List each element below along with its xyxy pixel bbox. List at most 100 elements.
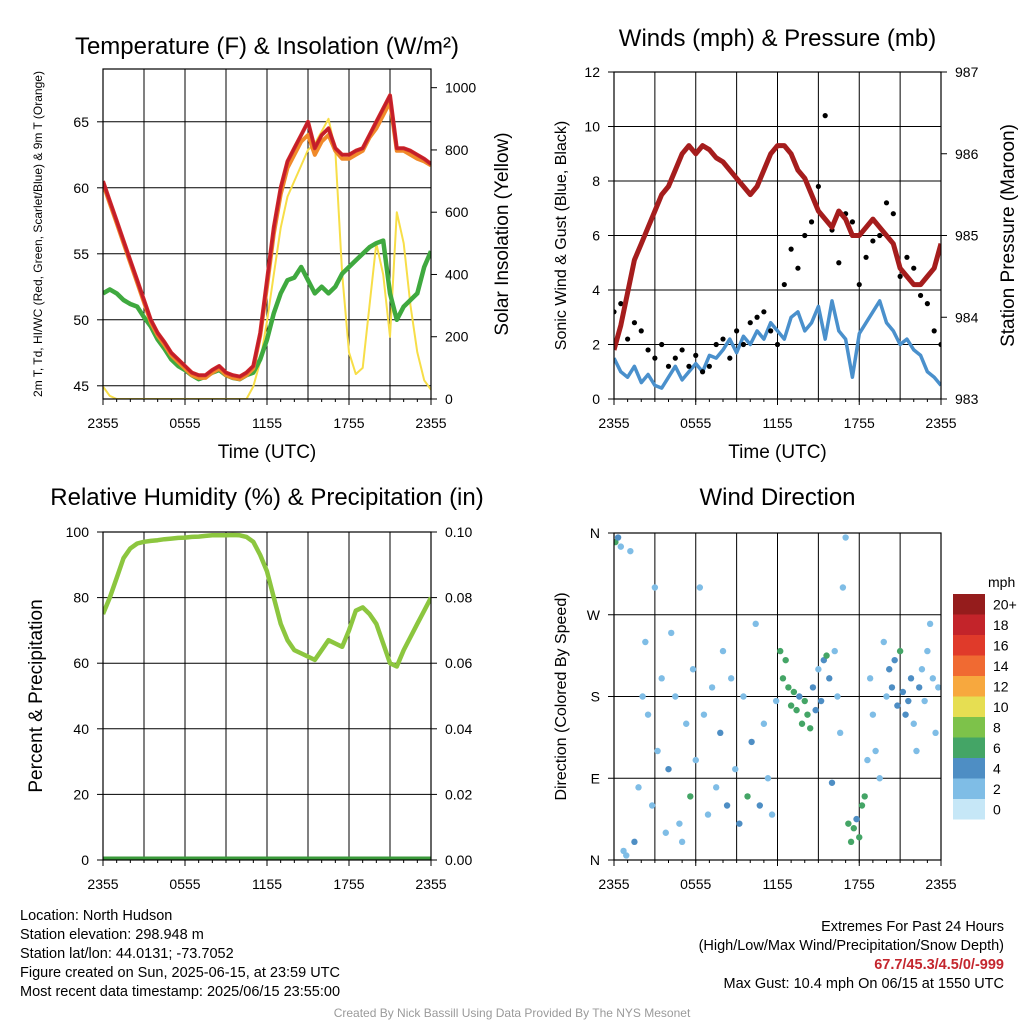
direction-point xyxy=(658,675,665,682)
station-latlon: Station lat/lon: 44.0131; -73.7052 xyxy=(20,946,234,962)
direction-point xyxy=(617,543,625,550)
legend-swatch xyxy=(953,655,985,676)
legend-label: 20+ xyxy=(993,596,1017,612)
direction-point xyxy=(787,702,795,709)
direction-point xyxy=(752,620,759,628)
direction-point xyxy=(793,706,800,714)
gust-point xyxy=(754,314,760,320)
x-tick-label: 1755 xyxy=(844,415,875,431)
direction-point xyxy=(866,675,874,682)
legend-label: 10 xyxy=(993,699,1009,715)
gust-point xyxy=(631,320,638,326)
x-tick-label: 2355 xyxy=(925,876,956,892)
direction-point xyxy=(668,629,675,637)
x-tick-label: 2355 xyxy=(87,415,118,431)
direction-point xyxy=(845,820,852,827)
chart-title: Relative Humidity (%) & Precipitation (i… xyxy=(50,484,483,511)
gust-point xyxy=(618,301,624,307)
gust-point xyxy=(614,309,617,315)
y2-tick-label: 983 xyxy=(955,391,979,407)
direction-point xyxy=(732,765,739,773)
gust-point xyxy=(638,328,644,334)
clipped-series-group xyxy=(614,534,941,859)
direction-point xyxy=(872,747,879,755)
legend-swatch xyxy=(953,799,985,820)
direction-point xyxy=(894,702,901,709)
direction-point xyxy=(662,829,669,836)
hi-wc-line xyxy=(103,94,431,378)
direction-point xyxy=(777,647,784,655)
extremes-title: Extremes For Past 24 Hours xyxy=(821,919,1004,935)
y-tick-label: E xyxy=(591,770,600,786)
plot-border xyxy=(102,531,432,861)
direction-point xyxy=(696,584,704,591)
y2-tick-label: 985 xyxy=(955,228,979,244)
extremes-subtitle: (High/Low/Max Wind/Precipitation/Snow De… xyxy=(698,938,1004,954)
direction-point xyxy=(926,620,934,628)
x-axis-label: Time (UTC) xyxy=(218,442,317,463)
gust-point xyxy=(822,113,828,119)
y2-tick-label: 0.08 xyxy=(445,590,472,606)
y-tick-label: S xyxy=(591,689,600,705)
gust-point xyxy=(734,328,740,334)
direction-point xyxy=(935,684,941,691)
gust-point xyxy=(904,254,910,260)
y-tick-label: 100 xyxy=(66,524,90,540)
chart-title: Wind Direction xyxy=(699,484,855,511)
direction-point xyxy=(929,675,937,682)
y-tick-label: 12 xyxy=(584,64,600,80)
recent-timestamp: Most recent data timestamp: 2025/06/15 2… xyxy=(20,984,341,1000)
y-tick-label: 0 xyxy=(81,852,89,868)
legend-label: 2 xyxy=(993,781,1001,797)
direction-point xyxy=(782,656,789,664)
y2-axis-label: Solar Insolation (Yellow) xyxy=(492,132,513,335)
chart-title: Temperature (F) & Insolation (W/m²) xyxy=(75,33,459,60)
x-tick-label: 2355 xyxy=(598,876,629,892)
gust-point xyxy=(679,347,685,353)
direction-point xyxy=(831,647,838,655)
x-tick-label: 1155 xyxy=(762,415,792,431)
direction-point xyxy=(760,720,768,727)
x-tick-label: 2355 xyxy=(415,415,446,431)
legend-swatch xyxy=(953,614,985,635)
y-tick-label: 0 xyxy=(592,391,600,407)
legend-swatch xyxy=(953,635,985,656)
direction-point xyxy=(665,765,672,773)
legend-swatch xyxy=(953,594,985,615)
y2-tick-label: 600 xyxy=(445,204,469,220)
direction-point xyxy=(869,711,877,718)
y-tick-label: 60 xyxy=(73,180,89,196)
legend-label: 8 xyxy=(993,719,1001,735)
legend-swatch xyxy=(953,758,985,779)
direction-point xyxy=(916,684,923,691)
gust-point xyxy=(768,328,774,334)
gust-point xyxy=(924,301,930,307)
direction-point xyxy=(740,693,747,700)
direction-point xyxy=(896,647,904,655)
legend-label: 6 xyxy=(993,740,1001,756)
gust-point xyxy=(693,352,699,358)
direction-point xyxy=(913,747,920,755)
y2-tick-label: 200 xyxy=(445,329,469,345)
direction-point xyxy=(842,534,849,541)
y-tick-label: W xyxy=(587,607,601,623)
legend-swatch xyxy=(953,717,985,738)
direction-point xyxy=(853,815,860,823)
gust-point xyxy=(659,341,665,348)
y2-tick-label: 0.02 xyxy=(445,786,472,802)
gust-point xyxy=(740,341,747,348)
direction-point xyxy=(744,793,751,800)
direction-point xyxy=(627,547,634,555)
direction-point xyxy=(639,693,646,700)
extremes-info: Extremes For Past 24 Hours (High/Low/Max… xyxy=(699,918,1004,994)
direction-point xyxy=(880,638,887,646)
direction-point xyxy=(651,584,659,591)
x-tick-label: 0555 xyxy=(680,415,711,431)
legend-swatch xyxy=(953,696,985,717)
direction-point xyxy=(888,684,896,691)
station-location: Location: North Hudson xyxy=(20,908,173,924)
2m-td-line xyxy=(103,238,431,382)
legend-label: 0 xyxy=(993,801,1001,817)
y2-tick-label: 0.04 xyxy=(445,721,472,737)
direction-point xyxy=(654,747,661,755)
